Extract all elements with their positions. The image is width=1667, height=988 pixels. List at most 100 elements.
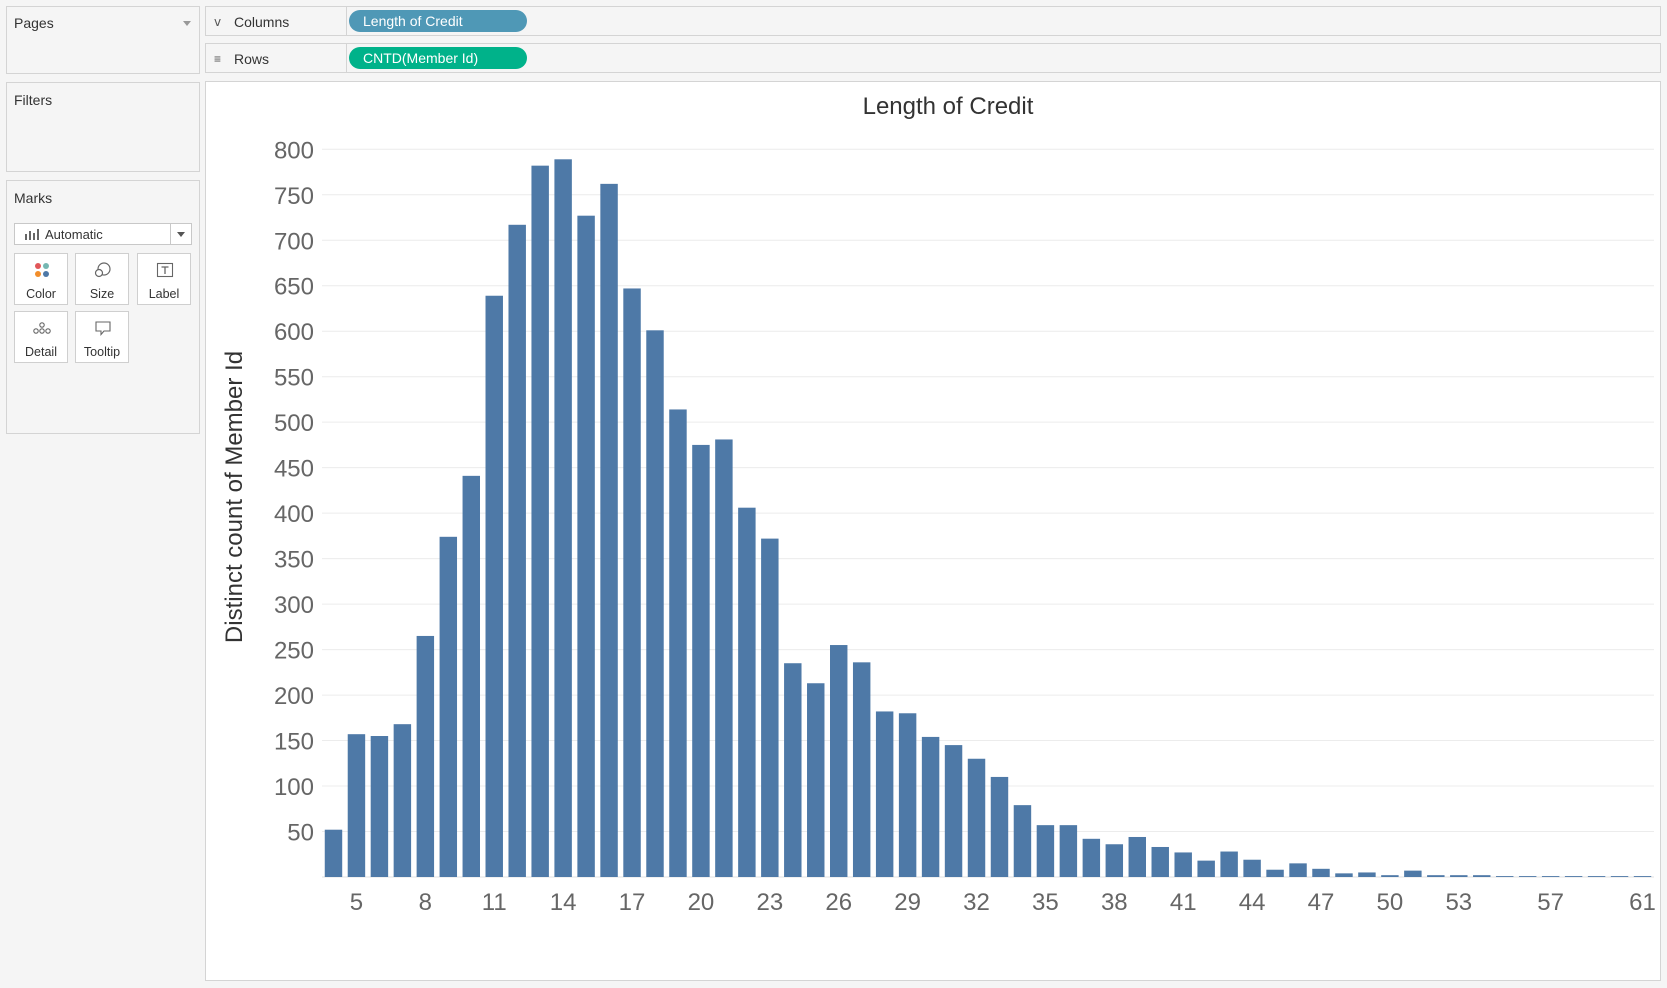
bar[interactable] xyxy=(852,662,871,877)
bar[interactable] xyxy=(462,475,480,877)
bar[interactable] xyxy=(324,829,343,877)
bar[interactable] xyxy=(347,734,366,877)
bar[interactable] xyxy=(1036,825,1055,877)
bar[interactable] xyxy=(830,645,848,877)
tooltip-icon xyxy=(95,321,111,336)
x-tick-label: 50 xyxy=(1377,889,1404,916)
bar[interactable] xyxy=(967,758,986,877)
bar[interactable] xyxy=(692,444,710,877)
pages-dropdown-icon[interactable] xyxy=(183,21,191,26)
bar[interactable] xyxy=(1105,844,1124,877)
bar[interactable] xyxy=(531,165,549,877)
bar[interactable] xyxy=(623,288,641,877)
bar[interactable] xyxy=(784,663,802,877)
bar[interactable] xyxy=(1151,846,1169,877)
x-tick-label: 26 xyxy=(825,889,852,916)
bar[interactable] xyxy=(370,736,389,877)
y-tick-label: 550 xyxy=(274,365,314,392)
y-axis-label: Distinct count of Member Id xyxy=(221,351,248,643)
label-button[interactable]: Label xyxy=(137,253,191,305)
filters-card[interactable]: Filters xyxy=(6,82,200,172)
bar[interactable] xyxy=(554,159,572,878)
bar[interactable] xyxy=(875,711,894,877)
bar[interactable] xyxy=(646,330,664,877)
bar[interactable] xyxy=(944,745,963,877)
detail-icon xyxy=(33,322,51,334)
tooltip-label: Tooltip xyxy=(83,345,121,359)
bar[interactable] xyxy=(1174,852,1192,877)
bar[interactable] xyxy=(1289,863,1307,877)
mark-type-dropdown[interactable]: Automatic xyxy=(14,223,192,245)
bar[interactable] xyxy=(898,713,917,877)
y-tick-label: 100 xyxy=(274,774,314,801)
marks-title: Marks xyxy=(14,190,53,206)
columns-shelf[interactable]: ⅴ Columns Length of Credit xyxy=(205,6,1661,36)
y-tick-label: 150 xyxy=(274,729,314,756)
bar[interactable] xyxy=(1633,876,1652,877)
tooltip-button[interactable]: Tooltip xyxy=(75,311,129,363)
mark-type-label: Automatic xyxy=(45,227,103,242)
bar[interactable] xyxy=(439,536,458,877)
bar[interactable] xyxy=(761,538,779,877)
bar[interactable] xyxy=(921,736,940,877)
bar[interactable] xyxy=(1541,876,1560,877)
bar[interactable] xyxy=(508,224,526,878)
bar[interactable] xyxy=(1059,825,1078,877)
bar[interactable] xyxy=(715,439,733,877)
pages-card: Pages xyxy=(6,6,200,74)
bar[interactable] xyxy=(807,683,825,877)
bar[interactable] xyxy=(1312,868,1330,877)
rows-shelf[interactable]: ≡ Rows CNTD(Member Id) xyxy=(205,43,1661,73)
bar[interactable] xyxy=(1266,869,1284,877)
color-button[interactable]: Color xyxy=(14,253,68,305)
bar[interactable] xyxy=(600,183,618,878)
bar[interactable] xyxy=(1082,838,1101,877)
bar[interactable] xyxy=(1243,859,1261,877)
x-tick-label: 38 xyxy=(1101,889,1128,916)
bar[interactable] xyxy=(1404,870,1422,877)
bar[interactable] xyxy=(1587,876,1606,877)
bar[interactable] xyxy=(1128,836,1146,877)
detail-button[interactable]: Detail xyxy=(14,311,68,363)
bar[interactable] xyxy=(1518,876,1537,877)
y-tick-label: 200 xyxy=(274,683,314,710)
y-tick-label: 250 xyxy=(274,638,314,665)
shelf-divider xyxy=(346,44,347,72)
bar[interactable] xyxy=(1564,876,1583,877)
chart-view[interactable]: 50 100 150 200 250 300 350 400 450 500 550 600 650 70… xyxy=(205,81,1661,981)
bar[interactable] xyxy=(1013,805,1032,877)
bar[interactable] xyxy=(577,215,595,877)
shelf-divider xyxy=(346,7,347,35)
bar[interactable] xyxy=(1335,873,1353,877)
rows-pill[interactable]: CNTD(Member Id) xyxy=(349,47,527,69)
size-icon xyxy=(94,262,111,278)
y-tick-label: 700 xyxy=(274,228,314,255)
columns-shelf-label: Columns xyxy=(234,14,290,30)
bar[interactable] xyxy=(1473,875,1491,877)
chevron-down-icon[interactable] xyxy=(177,232,185,237)
bar[interactable] xyxy=(1197,860,1215,877)
bar[interactable] xyxy=(1427,875,1445,877)
x-tick-label: 14 xyxy=(550,889,577,916)
bar[interactable] xyxy=(1610,876,1629,877)
x-tick-label: 47 xyxy=(1308,889,1335,916)
bar[interactable] xyxy=(416,635,435,877)
bar[interactable] xyxy=(990,776,1009,877)
bar[interactable] xyxy=(393,724,412,877)
bar[interactable] xyxy=(1358,872,1376,877)
filters-title: Filters xyxy=(14,92,53,108)
bar[interactable] xyxy=(1220,851,1238,877)
bar[interactable] xyxy=(485,295,503,877)
bar[interactable] xyxy=(669,409,687,877)
bar[interactable] xyxy=(738,507,756,877)
bar[interactable] xyxy=(1450,875,1468,877)
bars[interactable] xyxy=(324,159,1652,878)
x-tick-label: 5 xyxy=(350,889,363,916)
size-button[interactable]: Size xyxy=(75,253,129,305)
bar[interactable] xyxy=(1496,876,1514,877)
x-axis-ticks: 5 8 11 14 17 20 23 26 29 32 35 38 41 44 47 50 53 57 61 xyxy=(350,889,1656,916)
x-tick-label: 8 xyxy=(419,889,432,916)
bar[interactable] xyxy=(1381,875,1399,877)
bar-chart[interactable]: 5010015020025030035040045050055060065070… xyxy=(206,82,1660,980)
columns-pill[interactable]: Length of Credit xyxy=(349,10,527,32)
